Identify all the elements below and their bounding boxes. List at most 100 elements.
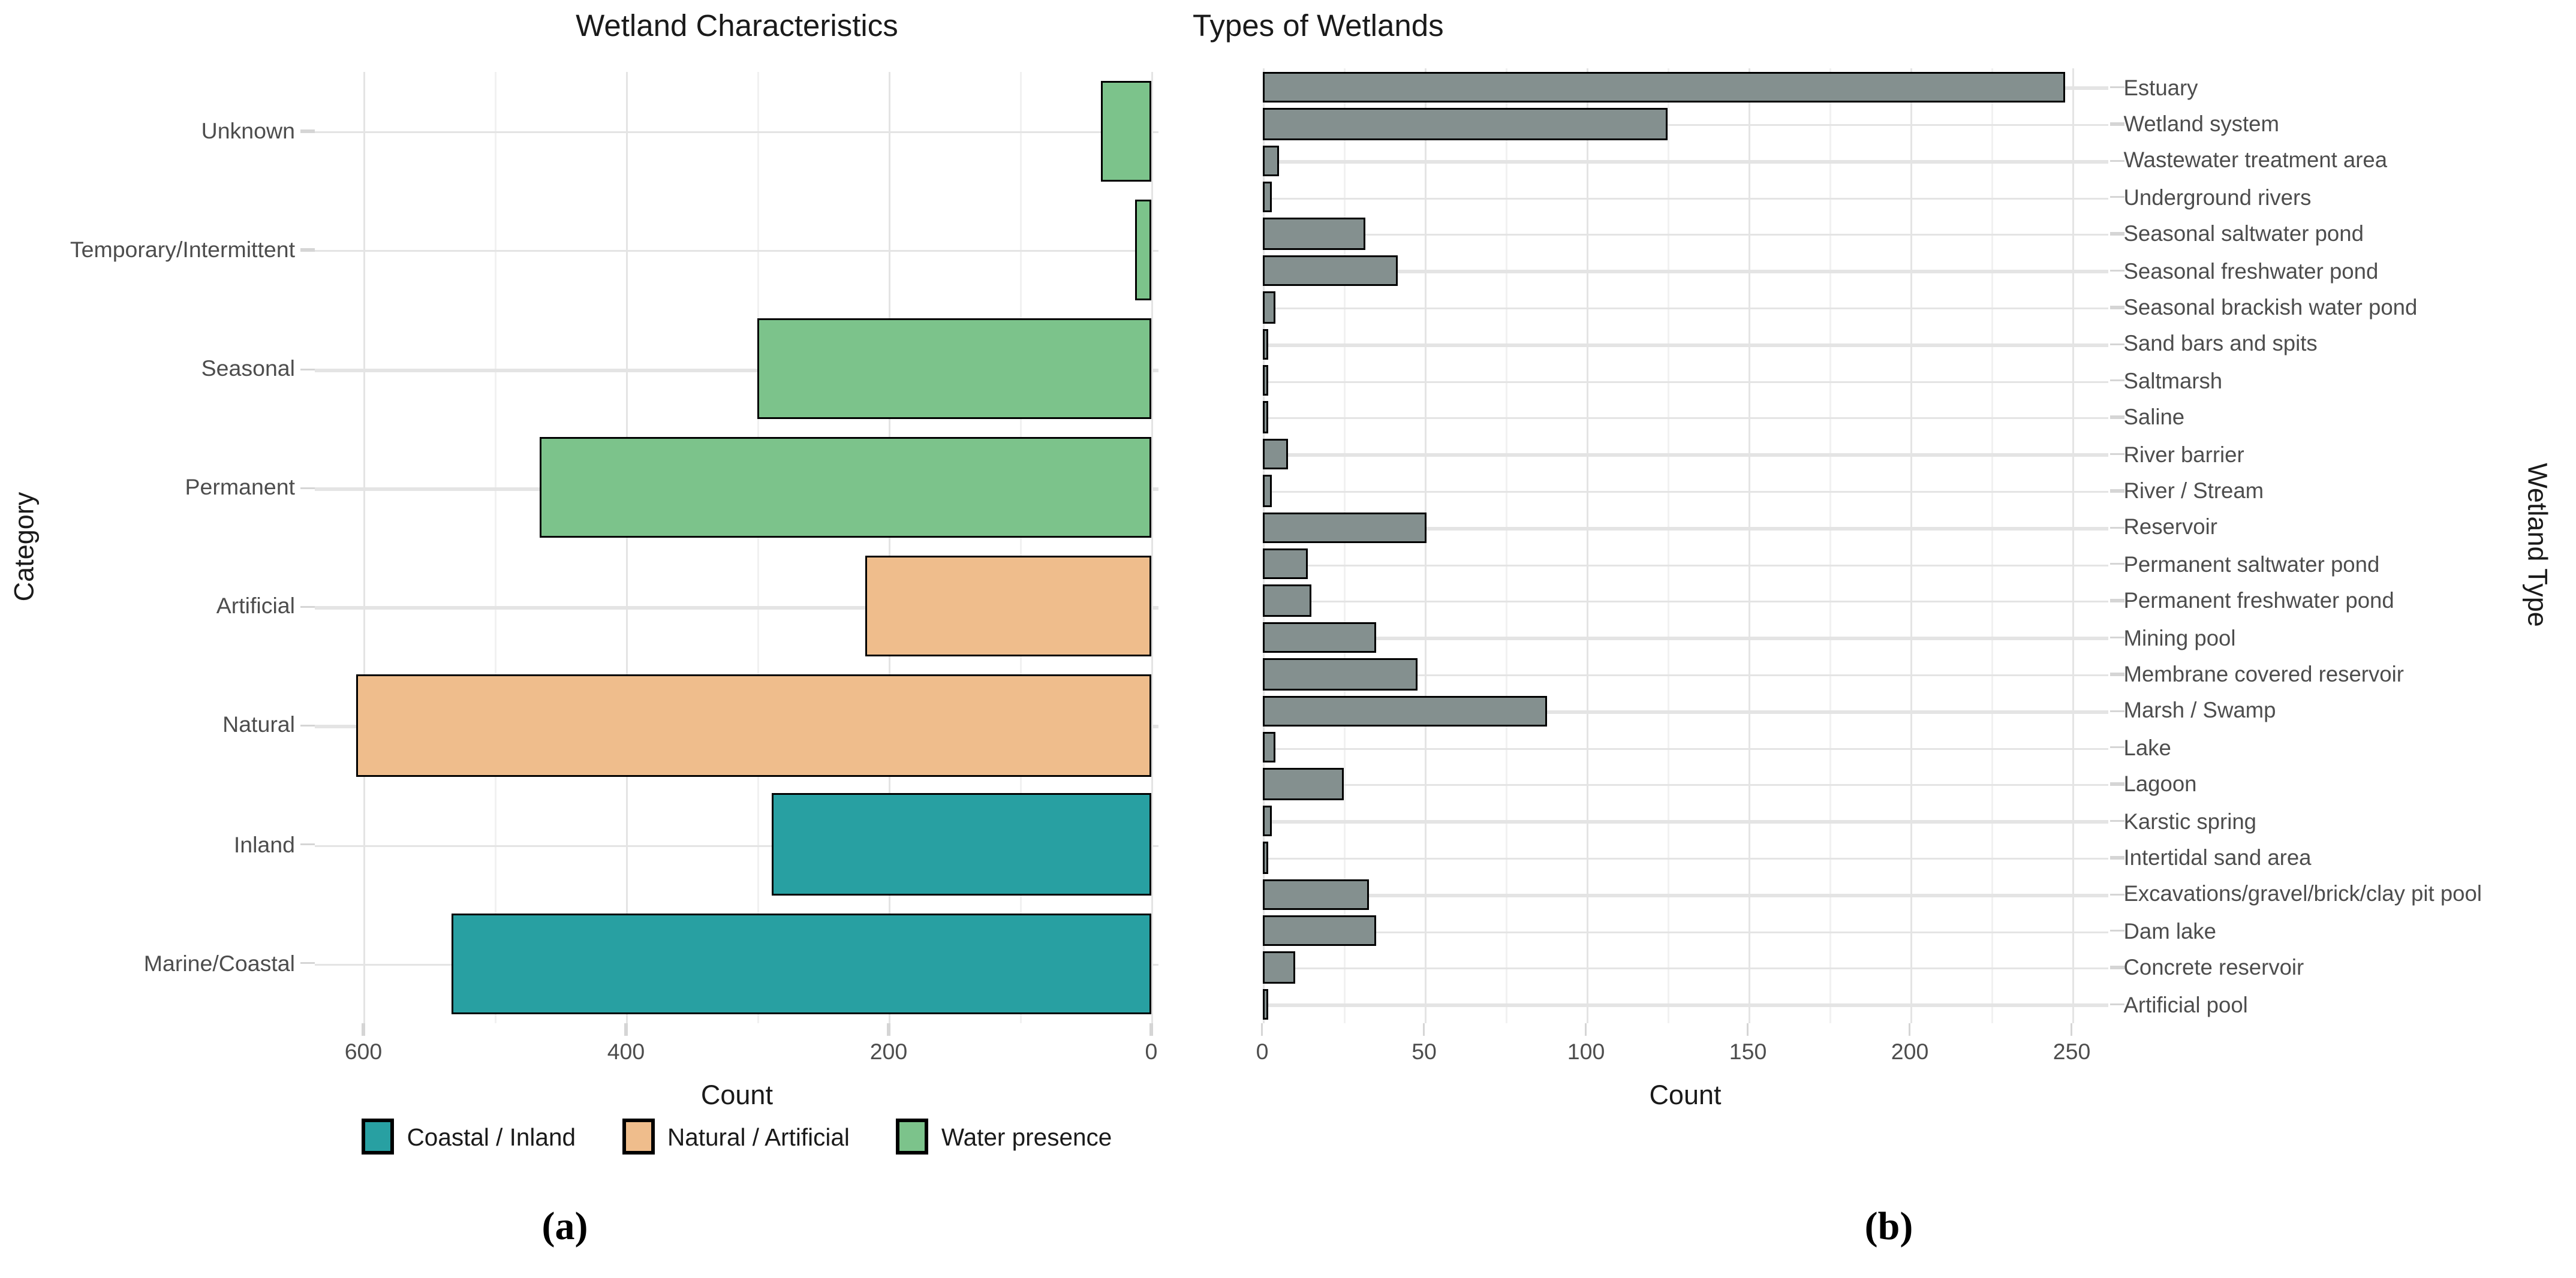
x-axis-tick: [1261, 1023, 1264, 1036]
y-tick-label: Natural: [222, 713, 295, 739]
bar: [1262, 291, 1275, 323]
legend-item: Water presence: [896, 1119, 1112, 1155]
bar: [1262, 805, 1272, 837]
legend-key-swatch: [896, 1119, 929, 1155]
y-axis-tick: [299, 249, 314, 252]
gridline-minor-v: [757, 72, 759, 1023]
gridline-major-h: [1262, 1004, 2108, 1007]
bar: [1262, 438, 1289, 470]
bar: [355, 675, 1151, 776]
bar: [1262, 71, 2066, 103]
y-axis-tick: [2109, 233, 2124, 236]
bar: [1262, 182, 1272, 213]
y-tick-label: Reservoir: [2123, 514, 2217, 540]
y-tick-label: Membrane covered reservoir: [2123, 661, 2404, 687]
gridline-major-h: [1262, 343, 2108, 346]
gridline-major-h: [1262, 197, 2108, 200]
x-tick-label: 250: [2053, 1039, 2091, 1065]
gridline-minor-v: [495, 72, 496, 1023]
y-axis-tick: [2109, 379, 2124, 382]
bar: [1262, 878, 1370, 910]
y-tick-label: Seasonal freshwater pond: [2123, 258, 2379, 284]
y-tick-label: Dam lake: [2123, 918, 2216, 944]
y-axis-tick: [299, 130, 314, 133]
bar: [757, 318, 1151, 420]
y-tick-label: Saline: [2123, 405, 2185, 430]
y-axis-tick: [2109, 930, 2124, 933]
legend-item: Natural / Artificial: [622, 1119, 850, 1155]
bar: [1262, 658, 1418, 690]
bar: [1262, 695, 1548, 727]
gridline-major-h: [1262, 857, 2108, 860]
y-tick-label: Lake: [2123, 735, 2171, 761]
chart-a-plot-panel: [315, 72, 1159, 1023]
bar: [1262, 988, 1269, 1020]
x-tick-label: 400: [607, 1039, 645, 1065]
bar: [1262, 915, 1376, 947]
gridline-major-h: [315, 250, 1159, 253]
y-tick-label: Temporary/Intermittent: [70, 237, 295, 263]
y-axis-tick: [2109, 783, 2124, 786]
y-tick-label: Artificial: [216, 594, 295, 620]
gridline-major-h: [315, 607, 1159, 610]
gridline-major-h: [315, 369, 1159, 372]
legend-label: Coastal / Inland: [407, 1123, 576, 1150]
chart-b-x-axis-title: Count: [1649, 1081, 1722, 1111]
y-tick-label: Artificial pool: [2123, 991, 2248, 1017]
y-axis-tick: [2109, 269, 2124, 272]
x-tick-label: 150: [1729, 1039, 1767, 1065]
wetland-characteristics-chart: Wetland Characteristics Category Count C…: [0, 0, 1180, 1278]
y-tick-label: Permanent freshwater pond: [2123, 588, 2394, 614]
gridline-major-h: [1262, 601, 2108, 604]
gridline-minor-v: [1505, 68, 1507, 1023]
chart-a-legend: Coastal / Inland Natural / Artificial Wate…: [315, 1115, 1159, 1158]
x-axis-tick: [1585, 1023, 1588, 1036]
bar: [1101, 80, 1151, 182]
y-axis-tick: [2109, 86, 2124, 89]
gridline-major-v: [363, 72, 366, 1023]
y-tick-label: Unknown: [201, 119, 295, 144]
gridline-major-h: [1262, 454, 2108, 457]
y-axis-tick: [299, 486, 314, 489]
gridline-major-h: [1262, 747, 2108, 750]
y-axis-tick: [2109, 599, 2124, 602]
gridline-major-h: [1262, 160, 2108, 163]
x-axis-tick: [1150, 1023, 1152, 1036]
gridline-major-h: [1262, 967, 2108, 970]
y-axis-tick: [2109, 1003, 2124, 1006]
chart-a-title: Wetland Characteristics: [576, 9, 898, 43]
y-tick-label: Seasonal saltwater pond: [2123, 221, 2364, 247]
gridline-major-h: [1262, 784, 2108, 787]
chart-b-plot-panel: [1262, 68, 2108, 1023]
y-axis-tick: [299, 843, 314, 846]
y-axis-tick: [2109, 966, 2124, 969]
gridline-major-v: [1910, 68, 1912, 1023]
y-axis-tick: [299, 962, 314, 964]
y-axis-tick: [2109, 159, 2124, 162]
gridline-major-h: [1262, 270, 2108, 273]
bar: [1262, 732, 1275, 764]
y-axis-tick: [299, 605, 314, 608]
y-axis-tick: [2109, 746, 2124, 749]
x-axis-tick: [1423, 1023, 1426, 1036]
gridline-major-h: [315, 844, 1159, 847]
bar: [1134, 200, 1151, 301]
y-axis-tick: [2109, 636, 2124, 639]
y-tick-label: Marsh / Swamp: [2123, 698, 2276, 724]
panel-b-letter: (b): [1864, 1203, 1913, 1248]
gridline-major-v: [2072, 68, 2074, 1023]
types-of-wetlands-chart: Types of Wetlands Wetland Type Count (b)…: [1180, 0, 2576, 1278]
gridline-major-h: [1262, 564, 2108, 566]
legend-key-swatch: [362, 1119, 395, 1155]
y-axis-tick: [2109, 526, 2124, 529]
y-tick-label: Lagoon: [2123, 771, 2197, 797]
y-axis-tick: [2109, 489, 2124, 492]
y-axis-tick: [2109, 709, 2124, 712]
bar: [1262, 622, 1376, 653]
y-axis-tick: [2109, 306, 2124, 309]
bar: [451, 912, 1151, 1014]
gridline-major-h: [1262, 894, 2108, 897]
y-tick-label: River barrier: [2123, 441, 2244, 467]
chart-b-title: Types of Wetlands: [1193, 9, 1444, 43]
